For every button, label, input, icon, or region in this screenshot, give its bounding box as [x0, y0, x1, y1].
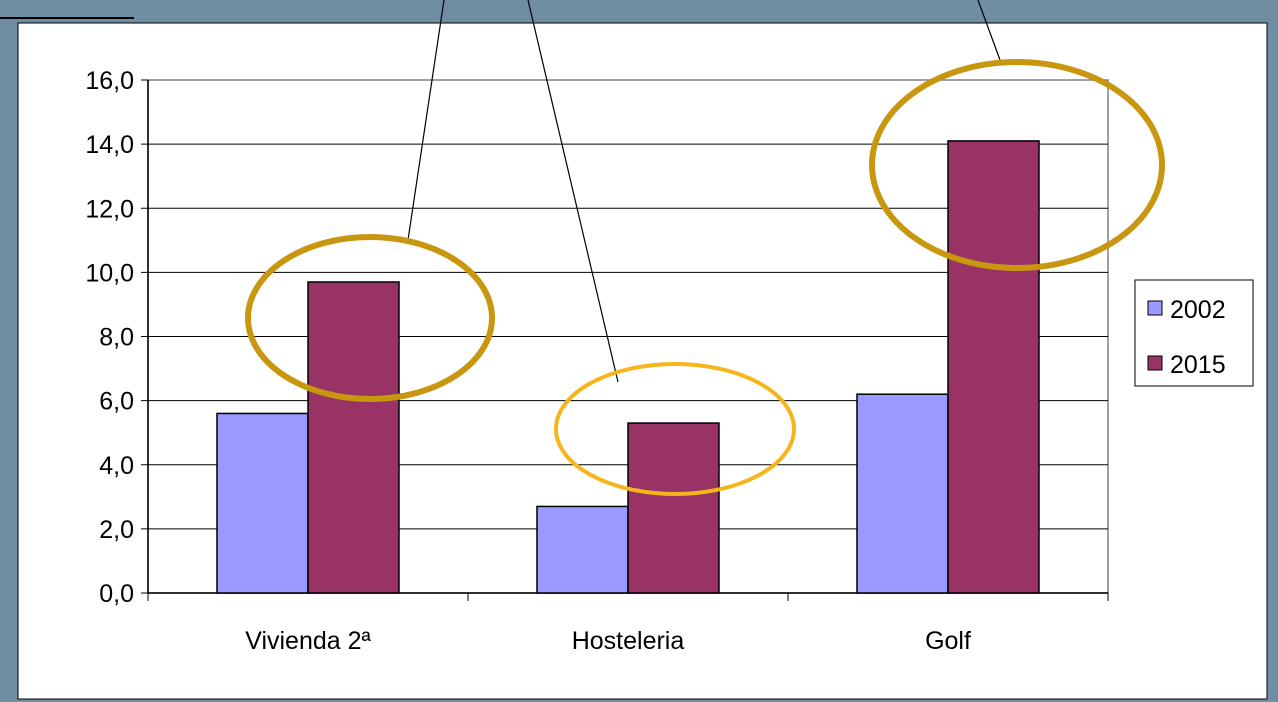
- bars: [216, 140, 1040, 594]
- y-tick-label: 10,0: [85, 259, 134, 287]
- x-axis-tick-labels: Vivienda 2ª Hosteleria Golf: [245, 627, 971, 655]
- y-tick-label: 8,0: [99, 324, 134, 352]
- x-tick-label: Golf: [925, 627, 971, 655]
- x-tick-label: Vivienda 2ª: [245, 627, 371, 655]
- bar-2015-1: [627, 422, 720, 594]
- x-axis-ticks: [147, 593, 1109, 601]
- legend-label-2002: 2002: [1170, 296, 1226, 324]
- y-tick-label: 0,0: [99, 580, 134, 608]
- y-tick-label: 14,0: [85, 131, 134, 159]
- legend-swatch-2015: [1147, 355, 1163, 371]
- bar-2002-0: [216, 412, 309, 594]
- y-axis-tick-labels: 0,0 2,0 4,0 6,0 8,0 10,0 12,0 14,0 16,0: [85, 67, 134, 608]
- legend-label-2015: 2015: [1170, 351, 1226, 379]
- legend-swatch-2002: [1147, 300, 1163, 316]
- bar-2015-0: [307, 281, 400, 594]
- callout-line-hosteleria: [527, 0, 619, 383]
- y-tick-label: 16,0: [85, 67, 134, 95]
- highlight-ellipse-golf: [869, 59, 1165, 271]
- y-tick-label: 12,0: [85, 195, 134, 223]
- callout-line-vivienda: [407, 0, 445, 241]
- highlight-ellipse-vivienda: [245, 234, 495, 402]
- y-tick-label: 4,0: [99, 452, 134, 480]
- bar-2002-1: [536, 505, 629, 594]
- highlight-ellipse-hosteleria: [554, 362, 796, 496]
- x-tick-label: Hosteleria: [572, 627, 685, 655]
- y-tick-label: 6,0: [99, 388, 134, 416]
- callout-line-golf: [977, 0, 1001, 61]
- bar-2002-2: [856, 393, 949, 594]
- bar-2015-2: [947, 140, 1040, 594]
- y-tick-label: 2,0: [99, 516, 134, 544]
